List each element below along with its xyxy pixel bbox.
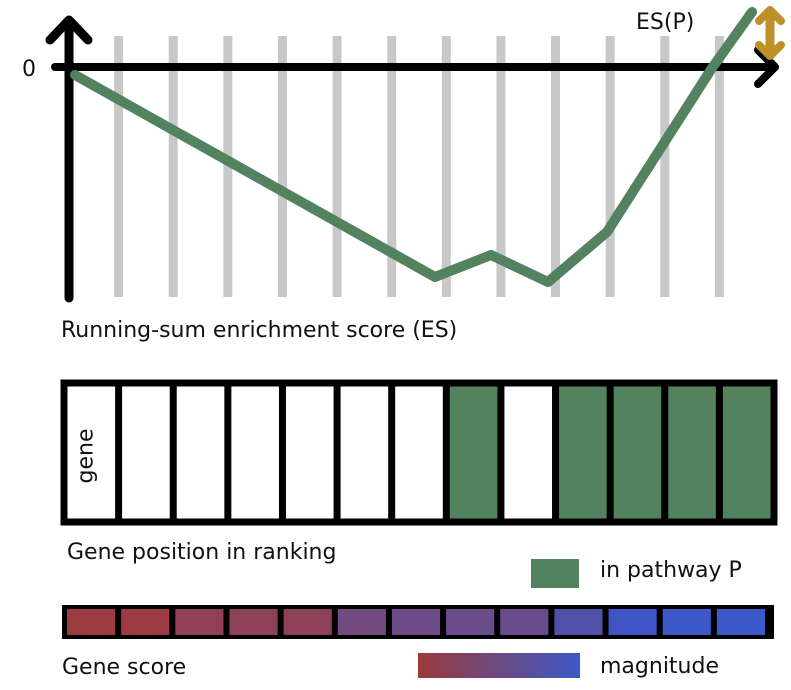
pathway-legend-swatch: [531, 559, 579, 588]
es-gene-bar: [714, 36, 724, 297]
es-running-sum-line: [70, 7, 757, 287]
gene-score-cell: [608, 609, 657, 635]
es-axes: [45, 15, 779, 303]
es-gene-bar: [605, 36, 615, 297]
es-gene-bar: [277, 36, 287, 297]
es-gene-bar: [223, 36, 233, 297]
gene-score-cell: [175, 609, 224, 635]
es-p-label: ES(P): [636, 10, 695, 35]
es-gene-bar: [387, 36, 397, 297]
x-axis-arrowhead: [754, 46, 779, 88]
gene-score-cell: [229, 609, 278, 635]
ranking-cell: [64, 383, 119, 522]
gene-score-cells: [67, 609, 765, 635]
ranking-cell: [337, 383, 392, 522]
es-gene-bar: [551, 36, 561, 297]
es-gene-bars: [114, 36, 724, 297]
pathway-legend-label: in pathway P: [600, 558, 742, 583]
gene-score-caption: Gene score: [62, 655, 187, 680]
ranking-cell-in-pathway: [446, 383, 501, 522]
ranking-cell-in-pathway: [610, 383, 665, 522]
ranking-cell: [391, 383, 447, 522]
magnitude-gradient-swatch: [418, 653, 580, 678]
ranking-cell: [118, 383, 174, 522]
gene-score-cell: [716, 609, 765, 635]
ranking-caption: Gene position in ranking: [67, 540, 337, 565]
es-gene-bar: [660, 36, 670, 297]
ranking-cells: [64, 383, 774, 522]
ranking-cell-in-pathway: [555, 383, 611, 522]
ranking-cell: [227, 383, 283, 522]
es-gene-bar: [168, 36, 178, 297]
ranking-cell: [500, 383, 556, 522]
es-magnitude-arrow: [755, 6, 785, 60]
gene-score-cell: [554, 609, 603, 635]
es-gene-bar: [496, 36, 506, 297]
y-axis-arrowhead: [45, 15, 93, 45]
gene-score-cell: [446, 609, 495, 635]
ranking-cell: [173, 383, 228, 522]
es-caption: Running-sum enrichment score (ES): [61, 318, 458, 343]
gene-score-cell: [662, 609, 711, 635]
es-gene-bar: [114, 36, 124, 297]
es-gene-bar: [441, 36, 451, 297]
gene-score-cell: [391, 609, 441, 635]
ranking-row-frame: [60, 379, 778, 526]
gene-score-cell: [337, 609, 386, 635]
ranking-cell-in-pathway: [719, 383, 774, 522]
gene-cell-label: gene: [73, 428, 99, 484]
ranking-cell: [282, 383, 338, 522]
ranking-cell-in-pathway: [664, 383, 720, 522]
gene-score-cell: [67, 609, 116, 635]
gene-score-cell: [500, 609, 549, 635]
magnitude-legend-label: magnitude: [600, 654, 720, 679]
es-gene-bar: [332, 36, 342, 297]
es-zero-label: 0: [22, 57, 36, 82]
gene-score-cell: [121, 609, 170, 635]
gene-score-cell: [283, 609, 332, 635]
